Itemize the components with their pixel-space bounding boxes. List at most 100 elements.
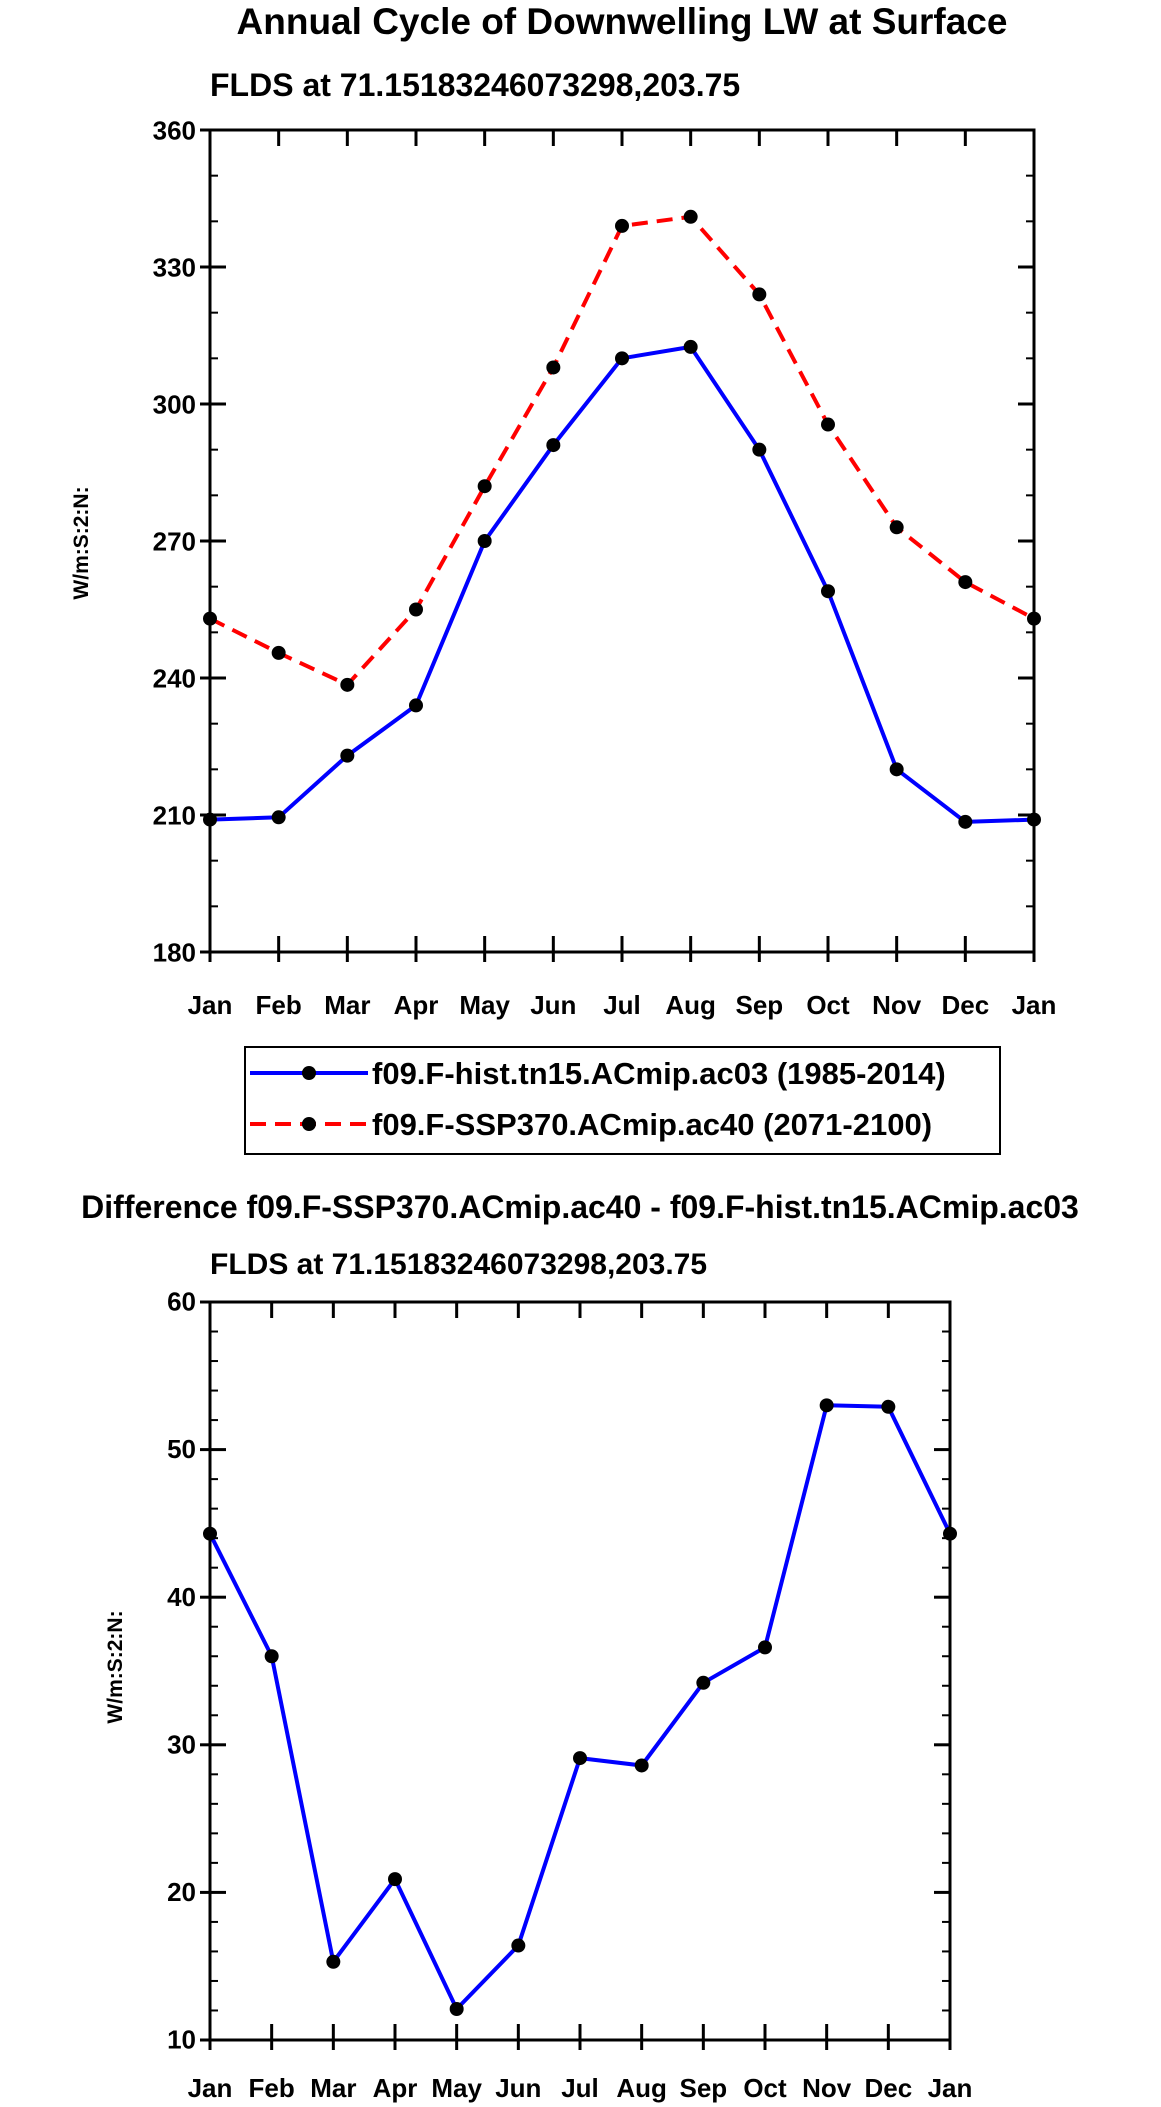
- c1-point-0-8: [752, 442, 767, 457]
- c2-point-0-7: [634, 1758, 649, 1773]
- legend-label-ssp: f09.F-SSP370.ACmip.ac40 (2071-2100): [372, 1107, 932, 1142]
- x-tick-label: Oct: [806, 990, 850, 1020]
- x-tick-label: Jan: [188, 2073, 233, 2103]
- c2-point-0-2: [326, 1954, 341, 1969]
- chart1-ticks: Jan Feb Mar Apr May Jun Jul Aug Sep Oct Nov Dec Jan 1…: [153, 115, 1057, 1020]
- c1-point-0-11: [958, 814, 973, 829]
- c1-point-0-0: [203, 812, 217, 827]
- y-tick-label: 50: [167, 1434, 196, 1464]
- x-tick-label: Nov: [872, 990, 922, 1020]
- chart1-subtitle: FLDS at 71.15183246073298,203.75: [210, 67, 740, 103]
- legend-marker-hist: [302, 1066, 316, 1080]
- c1-point-1-8: [752, 287, 767, 302]
- c1-point-1-11: [958, 575, 973, 590]
- y-tick-label: 180: [153, 937, 196, 967]
- y-tick-label: 240: [153, 663, 196, 693]
- c1-point-1-9: [821, 417, 835, 432]
- c2-point-0-9: [758, 1640, 772, 1655]
- chart2-plot-frame: [208, 1300, 952, 2042]
- chart-annual-cycle: Annual Cycle of Downwelling LW at Surfac…: [70, 1, 1057, 1155]
- legend-box: [244, 1046, 1001, 1155]
- c1-point-0-2: [340, 748, 355, 763]
- x-tick-label: Apr: [394, 990, 439, 1020]
- x-tick-label: Nov: [802, 2073, 852, 2103]
- x-tick-label: Jan: [188, 990, 233, 1020]
- chart1-series: [203, 209, 1041, 829]
- x-tick-label: Jan: [1012, 990, 1057, 1020]
- chart2-ticks: Jan Feb Mar Apr May Jun Jul Aug Sep Oct Nov Dec Jan 1…: [167, 1287, 972, 2103]
- c1-point-1-6: [615, 218, 629, 233]
- c1-point-0-5: [546, 438, 561, 453]
- c1-point-1-1: [271, 645, 286, 660]
- c1-point-0-9: [821, 584, 835, 599]
- c1-point-1-3: [409, 602, 423, 617]
- chart2-series: [203, 1398, 957, 2017]
- x-tick-label: Aug: [665, 990, 716, 1020]
- x-tick-label: Jan: [928, 2073, 973, 2103]
- legend-label-hist: f09.F-hist.tn15.ACmip.ac03 (1985-2014): [372, 1056, 946, 1091]
- c2-point-0-3: [388, 1872, 402, 1887]
- x-tick-label: Jun: [530, 990, 576, 1020]
- x-tick-label: Mar: [324, 990, 370, 1020]
- c2-series-line-0: [208, 1403, 952, 2011]
- x-tick-label: Sep: [735, 990, 783, 1020]
- c1-point-0-12: [1027, 812, 1041, 827]
- c2-point-0-11: [881, 1399, 896, 1414]
- chart2-title: Difference f09.F-SSP370.ACmip.ac40 - f09…: [81, 1189, 1079, 1225]
- c1-point-1-7: [683, 209, 698, 224]
- x-tick-label: Jul: [603, 990, 641, 1020]
- x-tick-label: Dec: [864, 2073, 912, 2103]
- x-tick-label: May: [459, 990, 510, 1020]
- legend-marker-ssp: [302, 1117, 316, 1131]
- c1-point-1-10: [889, 520, 904, 535]
- c2-point-0-12: [943, 1526, 957, 1541]
- x-tick-label: Mar: [310, 2073, 356, 2103]
- c1-point-1-5: [546, 360, 561, 375]
- c1-point-1-0: [203, 611, 217, 626]
- y-tick-label: 20: [167, 1877, 196, 1907]
- x-tick-label: Dec: [941, 990, 989, 1020]
- c1-series-line-0: [209, 344, 1035, 824]
- x-tick-label: Feb: [249, 2073, 295, 2103]
- x-tick-label: Feb: [256, 990, 302, 1020]
- y-tick-label: 60: [167, 1287, 196, 1317]
- y-tick-label: 30: [167, 1729, 196, 1759]
- c1-point-1-12: [1027, 611, 1041, 626]
- y-tick-label: 270: [153, 526, 196, 556]
- y-tick-label: 330: [153, 252, 196, 282]
- chart1-title: Annual Cycle of Downwelling LW at Surfac…: [237, 1, 1008, 42]
- c2-point-0-5: [511, 1938, 526, 1953]
- x-tick-label: Jun: [495, 2073, 541, 2103]
- c2-point-0-8: [696, 1675, 711, 1690]
- c1-point-0-1: [271, 810, 286, 825]
- x-tick-label: Oct: [743, 2073, 787, 2103]
- x-tick-label: Sep: [679, 2073, 727, 2103]
- y-tick-label: 300: [153, 389, 196, 419]
- chart1-ylabel: W/m:S:2:N:: [70, 486, 93, 599]
- c1-point-1-4: [477, 479, 492, 494]
- c1-point-1-2: [340, 677, 355, 692]
- chart1-legend: f09.F-hist.tn15.ACmip.ac03 (1985-2014) f…: [244, 1046, 1001, 1155]
- c1-point-0-4: [477, 534, 492, 548]
- c1-series-line-1: [209, 214, 1035, 687]
- c2-point-0-6: [573, 1751, 587, 1766]
- chart1-plot-frame: [208, 128, 1036, 954]
- x-tick-label: Aug: [616, 2073, 667, 2103]
- chart-difference: Difference f09.F-SSP370.ACmip.ac40 - f09…: [81, 1189, 1079, 2103]
- x-tick-label: Jul: [561, 2073, 599, 2103]
- c2-point-0-4: [449, 2002, 464, 2017]
- y-tick-label: 40: [167, 1582, 196, 1612]
- y-tick-label: 210: [153, 800, 196, 830]
- c2-point-0-10: [819, 1398, 834, 1413]
- x-tick-label: Apr: [373, 2073, 418, 2103]
- chart2-subtitle: FLDS at 71.15183246073298,203.75: [210, 1248, 707, 1281]
- x-tick-label: May: [431, 2073, 482, 2103]
- c2-point-0-1: [264, 1649, 279, 1664]
- y-tick-label: 360: [153, 115, 196, 145]
- c1-point-0-10: [889, 762, 904, 777]
- c2-point-0-0: [203, 1526, 217, 1541]
- c1-point-0-3: [409, 698, 423, 713]
- c1-point-0-6: [615, 351, 629, 366]
- chart2-ylabel: W/m:S:2:N:: [104, 1610, 127, 1723]
